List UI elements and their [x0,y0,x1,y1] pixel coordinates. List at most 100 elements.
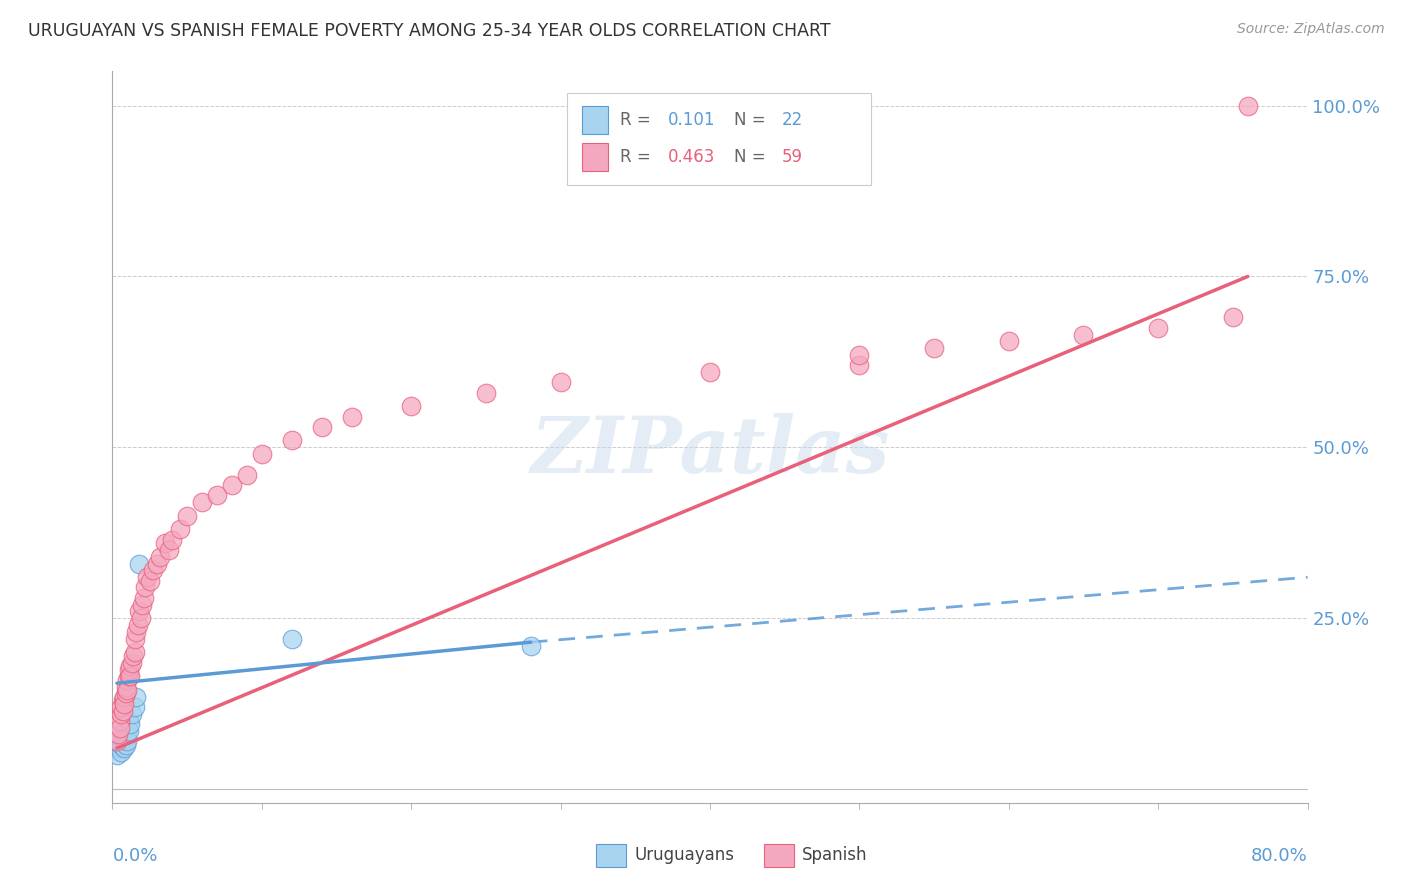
Text: R =: R = [620,148,651,166]
Point [115,738,138,752]
Text: N =: N = [734,112,765,129]
Point [1237,98,1260,112]
Point [135,570,157,584]
Point [117,683,139,698]
Text: 80.0%: 80.0% [1251,847,1308,864]
Point [134,581,156,595]
Text: URUGUAYAN VS SPANISH FEMALE POVERTY AMONG 25-34 YEAR OLDS CORRELATION CHART: URUGUAYAN VS SPANISH FEMALE POVERTY AMON… [28,22,831,40]
Point [146,557,169,571]
Point [176,508,198,523]
Point [105,734,128,748]
Point [205,488,228,502]
Point [122,648,145,663]
Point [129,611,152,625]
Point [111,693,134,707]
Point [149,549,172,564]
Bar [582,106,609,135]
Point [340,409,363,424]
Point [157,542,180,557]
Bar [596,844,627,867]
Point [114,741,135,756]
Point [281,434,304,448]
Point [128,604,150,618]
Point [111,704,134,718]
Point [125,624,148,639]
Text: ZIPatlas: ZIPatlas [530,414,890,490]
Text: Source: ZipAtlas.com: Source: ZipAtlas.com [1237,22,1385,37]
Point [108,714,131,728]
Point [115,680,138,694]
Point [125,690,148,704]
Point [110,706,132,721]
Point [118,724,141,739]
Point [115,731,138,745]
Point [162,533,183,547]
Point [142,563,165,577]
Point [848,348,870,362]
Point [117,673,139,687]
Point [105,747,128,762]
Point [110,700,132,714]
Point [108,721,131,735]
Point [236,467,259,482]
Point [110,745,132,759]
Bar [763,844,794,867]
Point [115,686,138,700]
Bar [582,143,609,171]
Point [250,447,273,461]
Point [401,400,423,414]
Point [121,656,143,670]
Point [124,645,146,659]
Y-axis label: Female Poverty Among 25-34 Year Olds: Female Poverty Among 25-34 Year Olds [0,278,7,596]
Point [120,669,142,683]
Point [699,365,721,379]
FancyBboxPatch shape [567,94,872,185]
Point [117,727,139,741]
Text: 0.0%: 0.0% [112,847,157,864]
Point [124,700,146,714]
Point [127,618,149,632]
Point [108,741,131,756]
Point [311,420,333,434]
Text: N =: N = [734,148,765,166]
Point [118,663,141,677]
Point [107,734,129,748]
Point [121,706,143,721]
Point [128,557,150,571]
Point [110,738,132,752]
Point [1147,320,1170,334]
Point [1222,310,1244,325]
Point [191,495,214,509]
Text: 0.463: 0.463 [668,148,716,166]
Text: Uruguayans: Uruguayans [634,847,735,864]
Text: Spanish: Spanish [801,847,868,864]
Point [117,721,139,735]
Point [550,376,572,390]
Point [107,727,129,741]
Text: 59: 59 [782,148,803,166]
Point [998,334,1021,349]
Point [118,669,141,683]
Point [922,341,945,355]
Point [120,717,142,731]
Point [120,659,142,673]
Point [114,697,135,711]
Point [169,522,191,536]
Point [132,591,155,605]
Point [117,734,139,748]
Point [114,690,135,704]
Point [118,714,141,728]
Text: 0.101: 0.101 [668,112,716,129]
Point [124,632,146,646]
Text: 22: 22 [782,112,803,129]
Point [111,727,134,741]
Point [1073,327,1095,342]
Point [114,734,135,748]
Point [848,359,870,373]
Point [153,536,176,550]
Point [475,385,498,400]
Point [520,639,543,653]
Text: R =: R = [620,112,651,129]
Point [221,478,243,492]
Point [281,632,304,646]
